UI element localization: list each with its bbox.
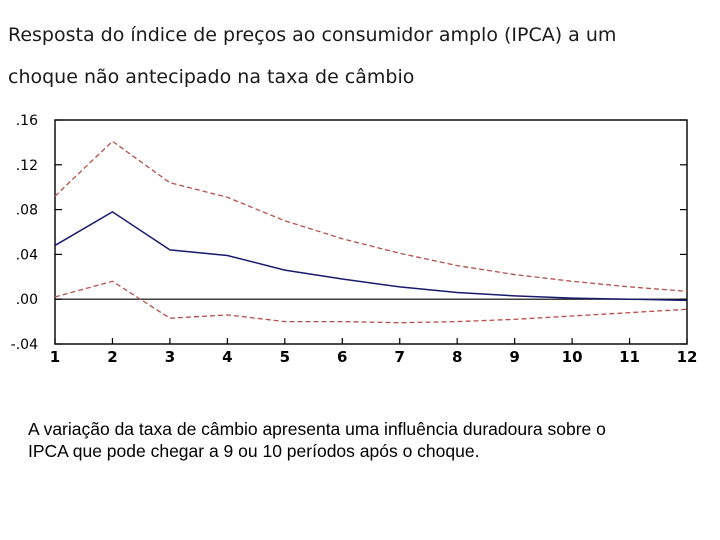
y-tick-label: -.04 — [11, 337, 38, 353]
chart-title: Resposta do índice de preços ao consumid… — [8, 14, 708, 98]
x-tick-label: 11 — [619, 348, 640, 366]
caption-line-1: A variação da taxa de câmbio apresenta u… — [28, 419, 606, 439]
title-line-2: choque não antecipado na taxa de câmbio — [8, 66, 415, 88]
y-tick-label: .08 — [16, 203, 38, 219]
x-tick-label: 8 — [452, 348, 462, 366]
upper-band-line — [54, 140, 688, 293]
x-tick-label: 3 — [165, 348, 175, 366]
y-tick-label: .12 — [16, 158, 38, 174]
x-tick-label: 7 — [395, 348, 405, 366]
x-tick-label: 2 — [107, 348, 117, 366]
y-tick-label: .16 — [16, 113, 38, 129]
caption-line-2: IPCA que pode chegar a 9 ou 10 períodos … — [28, 441, 480, 461]
x-tick-label: 12 — [677, 348, 698, 366]
x-tick-label: 4 — [222, 348, 232, 366]
x-tick-label: 10 — [562, 348, 583, 366]
x-tick-label: 9 — [509, 348, 519, 366]
plot-frame — [54, 119, 688, 345]
title-line-1: Resposta do índice de preços ao consumid… — [8, 24, 617, 46]
x-tick-label: 6 — [337, 348, 347, 366]
x-tick-label: 1 — [50, 348, 60, 366]
y-tick-label: .00 — [16, 292, 38, 308]
caption: A variação da taxa de câmbio apresenta u… — [28, 418, 708, 462]
lower-band-line — [54, 280, 688, 324]
chart: .16.12.08.04.00-.041 2 3 4 5 6 7 8 9 10 11 12 — [11, 113, 698, 366]
response-line — [54, 210, 688, 302]
x-tick-label: 5 — [280, 348, 290, 366]
y-tick-label: .04 — [16, 247, 38, 263]
